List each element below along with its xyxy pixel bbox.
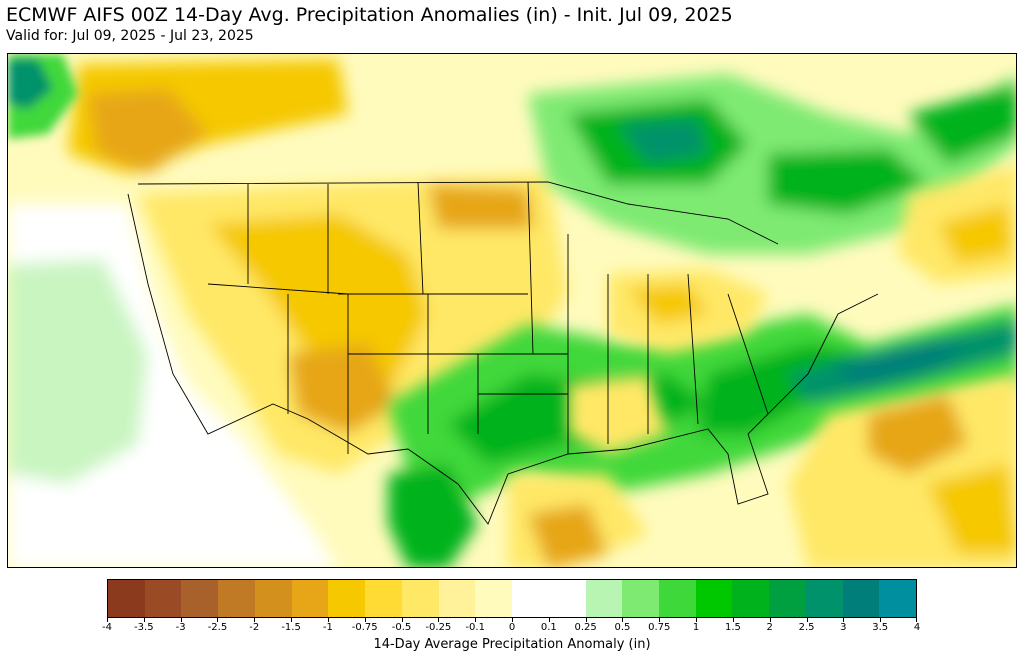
colorbar-tick-label: 3 [840, 622, 847, 633]
colorbar-tick-label: 0.25 [574, 622, 597, 633]
colorbar-tickmark [659, 618, 661, 622]
colorbar-tickmark [143, 618, 145, 622]
colorbar-tickmark [732, 618, 734, 622]
colorbar-label: 14-Day Average Precipitation Anomaly (in… [373, 637, 651, 652]
colorbar-tick-label: -1.5 [281, 622, 301, 633]
colorbar-tickmark [512, 618, 513, 622]
us-canada-border [137, 181, 779, 245]
colorbar-tickmark [548, 618, 550, 622]
colorbar-swatch [548, 580, 586, 617]
colorbar-swatch [401, 580, 439, 617]
colorbar-tickmark [916, 618, 917, 622]
colorbar-tick-label: 0.1 [540, 622, 557, 633]
colorbar-tickmark [622, 618, 624, 622]
colorbar-tickmark [843, 618, 845, 622]
colorbar-swatch [291, 580, 329, 617]
colorbar-tickmark [217, 618, 219, 622]
colorbar-tickmark [696, 618, 698, 622]
colorbar-tick-label: -0.5 [391, 622, 412, 633]
colorbar-tickmark [180, 618, 182, 622]
colorbar-tick-label: -2.5 [207, 622, 228, 633]
boundary-lines [127, 181, 879, 525]
colorbar-swatch [475, 580, 513, 617]
colorbar-tickmark [769, 618, 771, 622]
colorbar-swatch [218, 580, 255, 617]
pacific-ocean-anomaly [8, 204, 337, 567]
colorbar-tickmark [475, 618, 477, 622]
valid-period: Valid for: Jul 09, 2025 - Jul 23, 2025 [6, 28, 254, 44]
colorbar-ticklabels: -4 -3.5 -3 -2.5 -2 -1.5 -1 -0.75 -0.5 -0.25 -0.1 0 0… [102, 622, 921, 636]
anomaly-map [7, 53, 1017, 568]
colorbar-tick-label: -4 [102, 622, 112, 633]
colorbar-tickmark [364, 618, 366, 622]
us-outline [127, 193, 879, 525]
colorbar-tick-label: -0.75 [351, 622, 378, 633]
colorbar-tickmark [438, 618, 440, 622]
colorbar-tick-label: -2 [249, 622, 260, 633]
colorbar-tick-label: -3 [175, 622, 186, 633]
colorbar-swatch [365, 580, 402, 617]
chart-title: ECMWF AIFS 00Z 14-Day Avg. Precipitation… [6, 4, 733, 26]
colorbar-swatch [144, 580, 182, 617]
colorbar-tickmarks [107, 618, 917, 622]
colorbar-swatch [732, 580, 770, 617]
colorbar-swatch [805, 580, 843, 617]
colorbar-tick-label: 2 [766, 622, 773, 633]
colorbar [107, 579, 917, 618]
colorbar-tickmark [107, 618, 108, 622]
colorbar-tick-label: 0 [508, 622, 516, 633]
colorbar-swatch [879, 580, 917, 617]
colorbar-tick-label: -3.5 [134, 622, 154, 633]
colorbar-swatch [108, 580, 145, 617]
colorbar-swatch [512, 580, 549, 617]
colorbar-swatch [622, 580, 660, 617]
northern-wet-band [528, 74, 1016, 254]
colorbar-tick-label: 2.5 [798, 622, 815, 633]
colorbar-tickmark [291, 618, 293, 622]
colorbar-tick-label: 3.5 [872, 622, 889, 633]
colorbar-swatch [695, 580, 733, 617]
colorbar-tick-label: 0.75 [648, 622, 671, 633]
colorbar-tickmark [585, 618, 587, 622]
colorbar-swatch [254, 580, 292, 617]
colorbar-tick-label: -1 [322, 622, 333, 633]
western-dry-anomaly [68, 59, 568, 474]
colorbar-tick-label: 1.5 [724, 622, 741, 633]
colorbar-swatch [438, 580, 476, 617]
colorbar-tick-label: 1 [692, 622, 700, 633]
colorbar-tickmark [254, 618, 256, 622]
colorbar-tickmark [327, 618, 329, 622]
colorbar-tick-label: 0.5 [614, 622, 631, 633]
colorbar-tick-label: -0.1 [465, 622, 485, 633]
colorbar-swatch [769, 580, 806, 617]
colorbar-tick-label: 4 [913, 622, 921, 633]
colorbar-tickmark [401, 618, 403, 622]
colorbar-tickmark [880, 618, 882, 622]
colorbar-tickmark [806, 618, 808, 622]
colorbar-tick-label: -0.25 [425, 622, 452, 633]
colorbar-swatch [328, 580, 366, 617]
colorbar-swatch [659, 580, 696, 617]
map-canvas [8, 54, 1016, 567]
colorbar-swatch [585, 580, 623, 617]
northwest-coast-wet [8, 54, 78, 139]
colorbar-swatch [181, 580, 219, 617]
colorbar-swatch [842, 580, 880, 617]
